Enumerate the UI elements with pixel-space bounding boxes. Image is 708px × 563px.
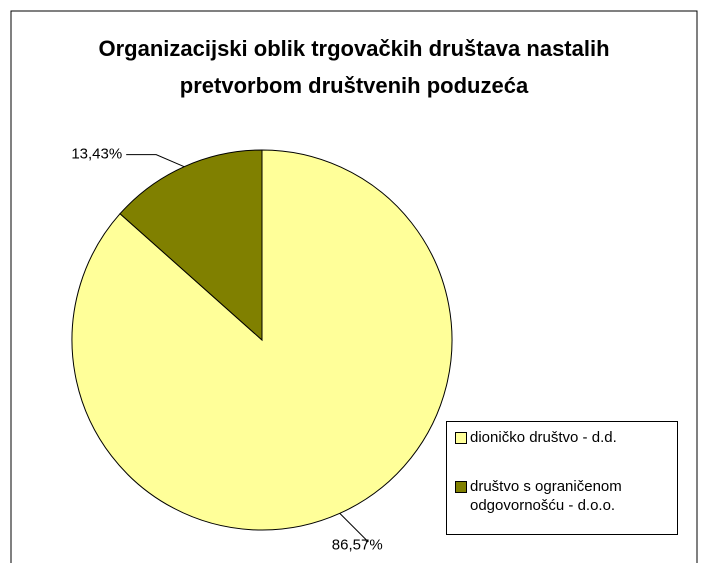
data-label: 86,57%: [332, 536, 383, 553]
chart-frame: [10, 10, 698, 563]
legend-item: društvo s ograničenom odgovornošću - d.o…: [455, 477, 669, 515]
leader-line: [339, 512, 370, 542]
legend-label: društvo s ograničenom odgovornošću - d.o…: [470, 478, 622, 514]
legend-item: dioničko društvo - d.d.: [455, 428, 669, 447]
chart-title: Organizacijski oblik trgovačkih društava…: [98, 36, 610, 98]
legend-label: dioničko društvo - d.d.: [470, 429, 617, 446]
data-label: 13,43%: [71, 146, 122, 163]
pie-slice: [119, 149, 263, 342]
legend-swatch: [455, 481, 467, 493]
leader-line: [126, 154, 185, 168]
legend: dioničko društvo - d.d. društvo s ogranič…: [446, 421, 678, 535]
legend-swatch: [455, 432, 467, 444]
